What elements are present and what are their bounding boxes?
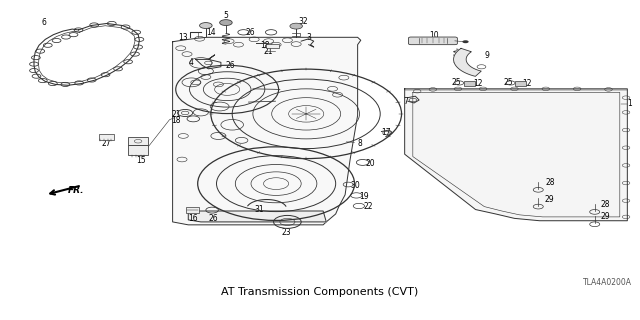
Circle shape	[462, 40, 468, 43]
FancyBboxPatch shape	[186, 207, 199, 213]
Text: 14: 14	[206, 28, 216, 37]
Text: 29: 29	[601, 212, 611, 221]
Text: 25: 25	[451, 78, 461, 87]
Polygon shape	[173, 37, 361, 225]
Polygon shape	[404, 89, 627, 221]
Text: 25: 25	[504, 78, 513, 87]
Text: 11: 11	[458, 57, 467, 66]
Text: 26: 26	[209, 214, 218, 223]
Text: 28: 28	[601, 200, 611, 209]
Text: 12: 12	[474, 79, 483, 88]
Text: 10: 10	[429, 31, 439, 40]
FancyBboxPatch shape	[408, 37, 458, 45]
Text: 31: 31	[254, 205, 264, 214]
Text: 7: 7	[403, 97, 408, 106]
Text: 28: 28	[546, 178, 556, 187]
Text: FR.: FR.	[68, 186, 84, 195]
Text: 20: 20	[365, 158, 375, 168]
Text: 32: 32	[298, 17, 308, 26]
Text: 19: 19	[359, 192, 369, 201]
Text: 6: 6	[42, 18, 47, 27]
Polygon shape	[188, 211, 326, 222]
Text: AT Transmission Components (CVT): AT Transmission Components (CVT)	[221, 287, 419, 297]
Text: 4: 4	[188, 58, 193, 67]
Text: 27: 27	[102, 140, 111, 148]
Text: 17: 17	[381, 128, 391, 137]
FancyBboxPatch shape	[128, 137, 148, 145]
FancyBboxPatch shape	[463, 81, 475, 85]
Text: 18: 18	[260, 41, 270, 50]
FancyBboxPatch shape	[515, 81, 526, 85]
Circle shape	[290, 23, 303, 29]
FancyBboxPatch shape	[266, 44, 278, 49]
Circle shape	[220, 20, 232, 26]
FancyBboxPatch shape	[99, 134, 114, 140]
Text: 26: 26	[226, 61, 236, 70]
Text: 1: 1	[628, 99, 632, 108]
Text: 16: 16	[189, 214, 198, 223]
Text: 8: 8	[358, 139, 362, 148]
Text: 12: 12	[522, 79, 532, 88]
Text: 15: 15	[136, 156, 146, 165]
Text: 29: 29	[545, 195, 554, 204]
Text: 5: 5	[223, 11, 228, 20]
Circle shape	[200, 23, 212, 28]
Text: 24: 24	[136, 140, 146, 148]
Text: TLA4A0200A: TLA4A0200A	[583, 278, 632, 287]
Polygon shape	[454, 48, 481, 76]
Text: 21: 21	[264, 47, 273, 56]
Text: 18: 18	[172, 116, 180, 125]
Text: 13: 13	[179, 33, 188, 42]
Text: 9: 9	[484, 51, 489, 60]
Text: 26: 26	[246, 28, 255, 37]
FancyBboxPatch shape	[128, 145, 148, 156]
Text: 22: 22	[364, 202, 373, 211]
Text: 3: 3	[306, 33, 311, 42]
Text: 30: 30	[350, 181, 360, 190]
Text: 21: 21	[172, 110, 180, 119]
Text: 23: 23	[282, 228, 292, 237]
